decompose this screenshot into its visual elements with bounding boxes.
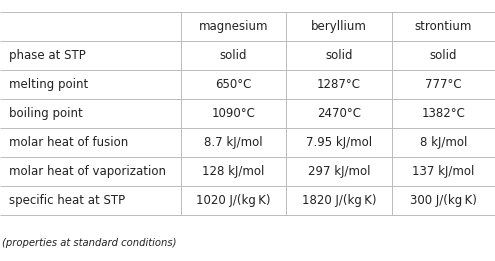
Text: boiling point: boiling point: [9, 107, 83, 120]
Text: 1090°C: 1090°C: [211, 107, 255, 120]
Text: (properties at standard conditions): (properties at standard conditions): [2, 238, 177, 248]
Text: phase at STP: phase at STP: [9, 49, 86, 62]
Text: 650°C: 650°C: [215, 78, 251, 91]
Text: magnesium: magnesium: [198, 20, 268, 33]
Text: beryllium: beryllium: [311, 20, 367, 33]
Text: solid: solid: [325, 49, 352, 62]
Text: strontium: strontium: [415, 20, 472, 33]
Text: 8 kJ/mol: 8 kJ/mol: [420, 136, 467, 149]
Text: molar heat of vaporization: molar heat of vaporization: [9, 165, 166, 178]
Text: 2470°C: 2470°C: [317, 107, 361, 120]
Text: specific heat at STP: specific heat at STP: [9, 194, 125, 207]
Text: 300 J/(kg K): 300 J/(kg K): [410, 194, 477, 207]
Text: molar heat of fusion: molar heat of fusion: [9, 136, 128, 149]
Text: 1287°C: 1287°C: [317, 78, 361, 91]
Text: 8.7 kJ/mol: 8.7 kJ/mol: [204, 136, 263, 149]
Text: 1820 J/(kg K): 1820 J/(kg K): [301, 194, 376, 207]
Text: 128 kJ/mol: 128 kJ/mol: [202, 165, 265, 178]
Text: 297 kJ/mol: 297 kJ/mol: [307, 165, 370, 178]
Text: solid: solid: [430, 49, 457, 62]
Text: 1020 J/(kg K): 1020 J/(kg K): [196, 194, 271, 207]
Text: 1382°C: 1382°C: [421, 107, 465, 120]
Text: solid: solid: [220, 49, 247, 62]
Text: melting point: melting point: [9, 78, 88, 91]
Text: 777°C: 777°C: [425, 78, 461, 91]
Text: 137 kJ/mol: 137 kJ/mol: [412, 165, 475, 178]
Text: 7.95 kJ/mol: 7.95 kJ/mol: [306, 136, 372, 149]
